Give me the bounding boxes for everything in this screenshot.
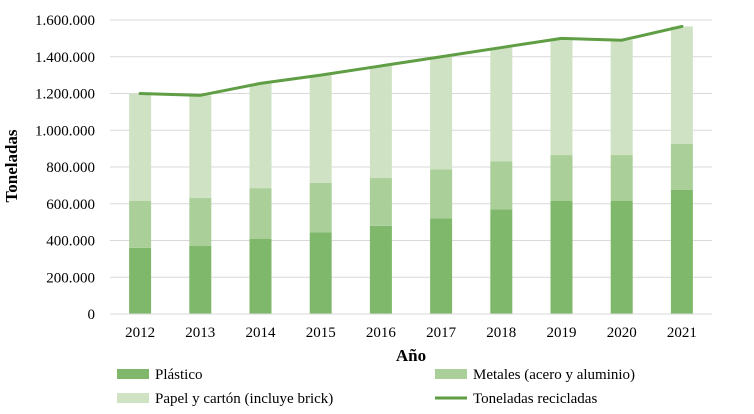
y-tick-label: 1.600.000 <box>35 13 95 29</box>
y-tick-labels: 0 200.000 400.000 600.000 800.000 1.000.000 1.… <box>35 13 95 323</box>
x-tick-label: 2020 <box>607 325 637 341</box>
legend-label: Metales (acero y aluminio) <box>473 367 635 383</box>
y-tick-label: 600.000 <box>46 197 95 213</box>
y-tick-label: 1.400.000 <box>35 50 95 66</box>
legend-swatch <box>117 369 149 379</box>
x-tick-labels: 2012 2013 2014 2015 2016 2017 2018 2019 2020 2021 <box>125 325 697 341</box>
bar-papel <box>129 93 152 201</box>
legend-label: Plástico <box>155 367 203 383</box>
bar-metales <box>129 200 152 248</box>
y-tick-label: 800.000 <box>46 160 95 176</box>
y-tick-label: 200.000 <box>46 270 95 286</box>
bar-papel <box>550 38 573 156</box>
legend-swatch <box>435 369 467 379</box>
bar-plastico <box>490 209 513 314</box>
bar-plastico <box>309 232 332 314</box>
y-tick-label: 1.200.000 <box>35 87 95 103</box>
y-axis-title: Toneladas <box>2 129 21 202</box>
x-tick-label: 2012 <box>125 325 155 341</box>
x-tick-label: 2018 <box>486 325 516 341</box>
bar-metales <box>670 144 693 190</box>
legend-swatch <box>117 393 149 403</box>
bar-metales <box>610 155 633 201</box>
recycled-tonnes-line <box>138 24 684 97</box>
bar-metales <box>189 197 212 247</box>
legend-label: Toneladas recicladas <box>473 391 597 407</box>
bar-metales <box>309 182 332 233</box>
bar-papel <box>189 95 212 198</box>
y-tick-label: 400.000 <box>46 234 95 250</box>
y-tick-label: 1.000.000 <box>35 123 95 139</box>
bar-metales <box>369 178 392 226</box>
bar-papel <box>249 83 272 189</box>
bar-papel <box>490 47 513 162</box>
x-axis-title: Año <box>396 346 426 365</box>
x-tick-label: 2021 <box>667 325 697 341</box>
x-tick-label: 2013 <box>185 325 215 341</box>
y-tick-label: 0 <box>88 307 96 323</box>
bar-plastico <box>550 200 573 314</box>
bar-papel <box>670 26 693 145</box>
x-tick-label: 2019 <box>547 325 577 341</box>
bar-plastico <box>249 238 272 314</box>
line-layer <box>138 24 684 97</box>
legend-label: Papel y cartón (incluye brick) <box>155 391 333 407</box>
bar-plastico <box>189 246 212 314</box>
bar-metales <box>430 169 453 219</box>
bar-metales <box>249 188 272 239</box>
bar-plastico <box>430 218 453 314</box>
bar-layer <box>129 26 693 314</box>
x-tick-label: 2016 <box>366 325 397 341</box>
bar-metales <box>490 161 513 210</box>
bar-papel <box>369 65 392 179</box>
x-tick-label: 2015 <box>306 325 336 341</box>
x-tick-label: 2014 <box>246 325 277 341</box>
legend: Plástico Metales (acero y aluminio) Papel … <box>117 367 635 407</box>
bar-plastico <box>610 200 633 314</box>
bar-papel <box>610 40 633 156</box>
bar-plastico <box>369 225 392 314</box>
bar-plastico <box>670 189 693 314</box>
bar-papel <box>309 75 332 183</box>
bar-metales <box>550 155 573 201</box>
x-tick-label: 2017 <box>426 325 457 341</box>
bar-papel <box>430 56 453 170</box>
bar-plastico <box>129 247 152 314</box>
